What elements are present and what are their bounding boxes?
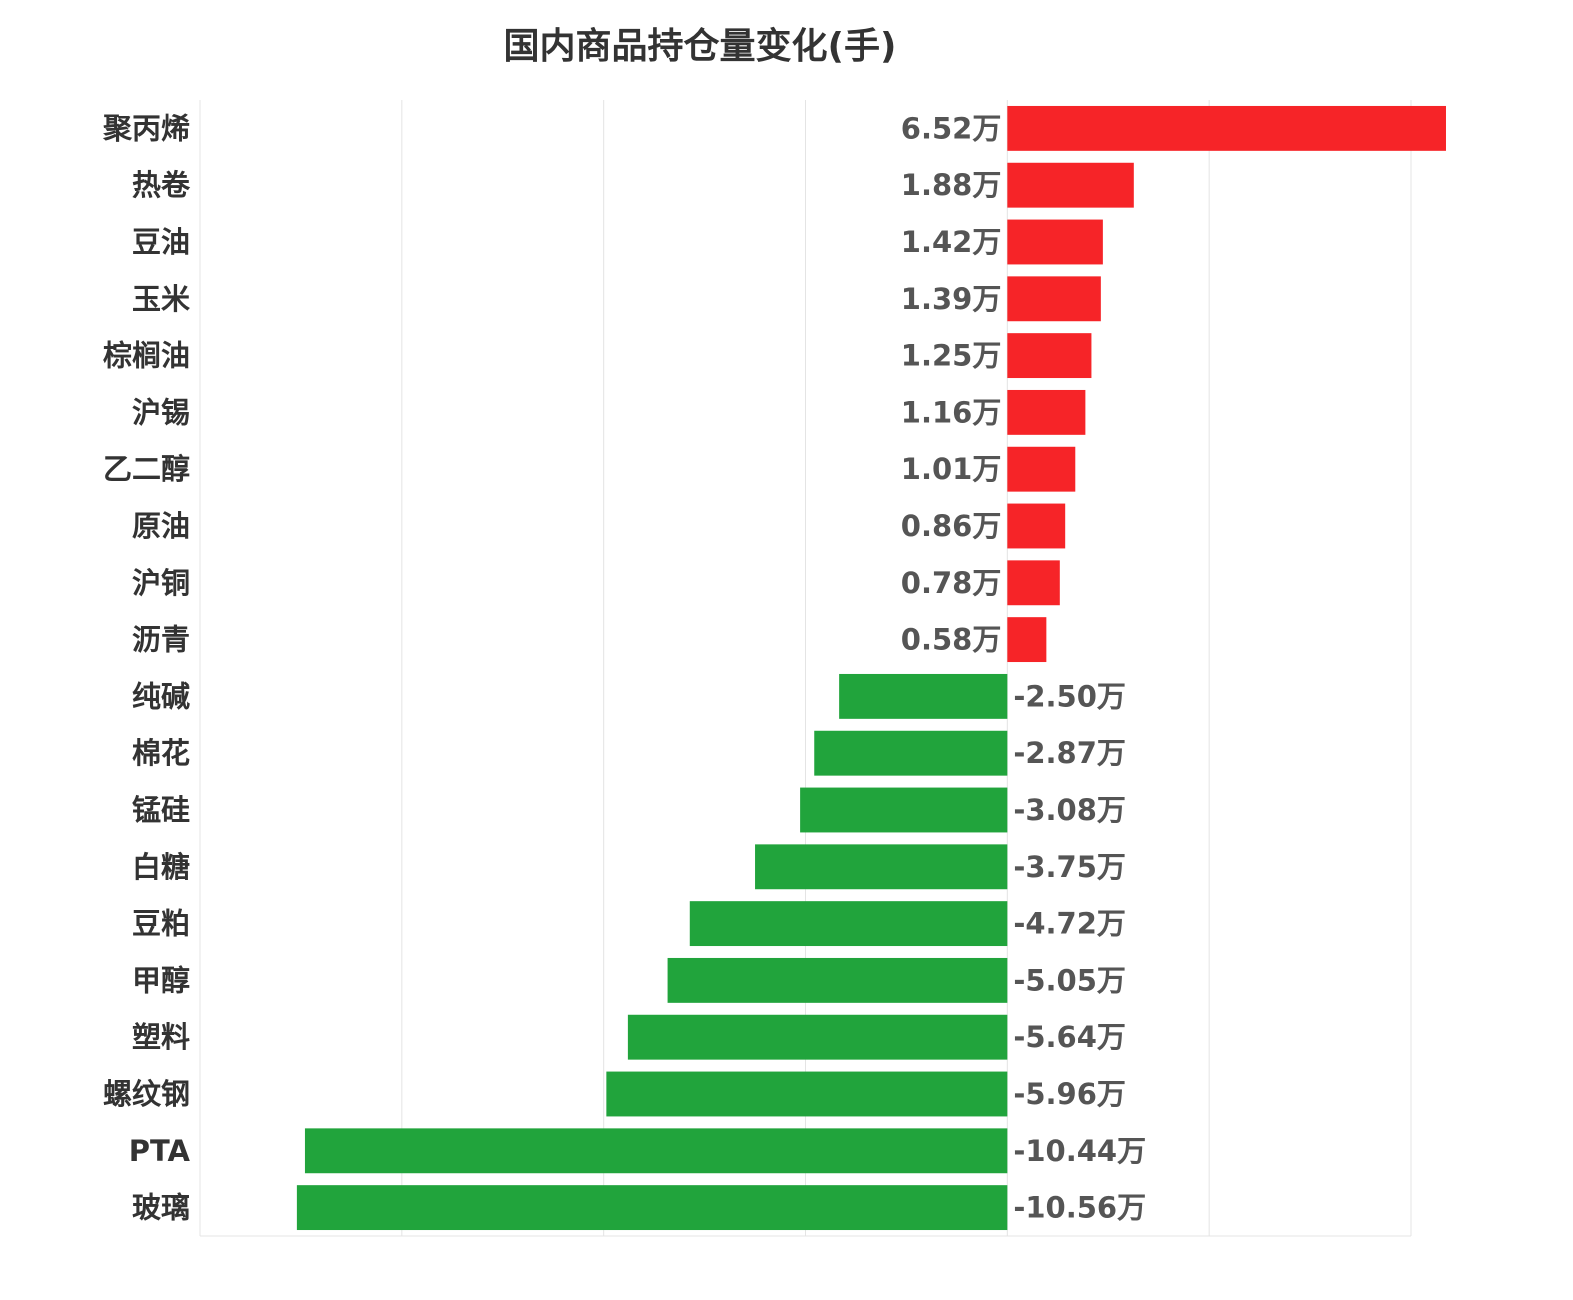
value-label: 0.58万 [901, 623, 1002, 657]
category-label: 塑料 [132, 1020, 190, 1054]
category-label: 乙二醇 [103, 452, 190, 486]
bar [667, 957, 1008, 1003]
value-label: 6.52万 [901, 111, 1002, 145]
bar [1007, 219, 1103, 265]
category-label: 沪铜 [132, 566, 190, 600]
value-label: -3.75万 [1013, 850, 1126, 884]
value-label: 1.39万 [901, 282, 1002, 316]
bar [1007, 617, 1047, 663]
value-label: -5.96万 [1013, 1077, 1126, 1111]
value-label: -5.64万 [1013, 1020, 1126, 1054]
category-label: 沥青 [132, 623, 190, 657]
bar [1007, 446, 1076, 492]
bar [296, 1185, 1008, 1231]
bar [839, 673, 1008, 719]
bar [1007, 560, 1060, 606]
category-label: 白糖 [132, 850, 190, 884]
value-label: -10.44万 [1013, 1134, 1146, 1168]
grid [199, 100, 1412, 1237]
value-label: -2.50万 [1013, 679, 1126, 713]
bar [627, 1014, 1008, 1060]
category-label: 甲醇 [132, 963, 190, 997]
bar [814, 730, 1008, 776]
bar [1007, 503, 1066, 549]
bar [1007, 276, 1101, 322]
value-label: -3.08万 [1013, 793, 1126, 827]
category-label: 玉米 [132, 282, 190, 316]
bar [1007, 105, 1446, 151]
value-label: -10.56万 [1013, 1191, 1146, 1225]
category-label: 豆粕 [132, 907, 190, 941]
chart-title: 国内商品持仓量变化(手) [504, 25, 897, 67]
bar [800, 787, 1008, 833]
value-label: -4.72万 [1013, 907, 1126, 941]
value-label: -5.05万 [1013, 963, 1126, 997]
category-label: 聚丙烯 [102, 111, 190, 145]
bar [304, 1128, 1008, 1174]
bar [1007, 162, 1134, 208]
value-label: 0.78万 [901, 566, 1002, 600]
value-label: 0.86万 [901, 509, 1002, 543]
value-label: 1.25万 [901, 339, 1002, 373]
value-label: 1.16万 [901, 395, 1002, 429]
bars [296, 105, 1446, 1231]
bar [755, 844, 1008, 890]
bar [689, 901, 1008, 947]
category-label: 玻璃 [132, 1191, 190, 1225]
category-label: 热卷 [132, 168, 191, 202]
category-label: 棕榈油 [103, 339, 190, 373]
category-label: 锰硅 [132, 793, 190, 827]
category-label: 棉花 [132, 736, 190, 770]
bar [1007, 389, 1086, 435]
value-label: -2.87万 [1013, 736, 1126, 770]
category-label: 沪锡 [132, 395, 190, 429]
category-label: 豆油 [132, 225, 190, 259]
value-label: 1.88万 [901, 168, 1002, 202]
category-label: 螺纹钢 [103, 1077, 190, 1111]
category-label: PTA [129, 1134, 191, 1168]
category-label: 原油 [132, 509, 190, 543]
value-label: 1.42万 [901, 225, 1002, 259]
bar [606, 1071, 1008, 1117]
bar [1007, 333, 1092, 379]
value-label: 1.01万 [901, 452, 1002, 486]
category-label: 纯碱 [132, 679, 190, 713]
